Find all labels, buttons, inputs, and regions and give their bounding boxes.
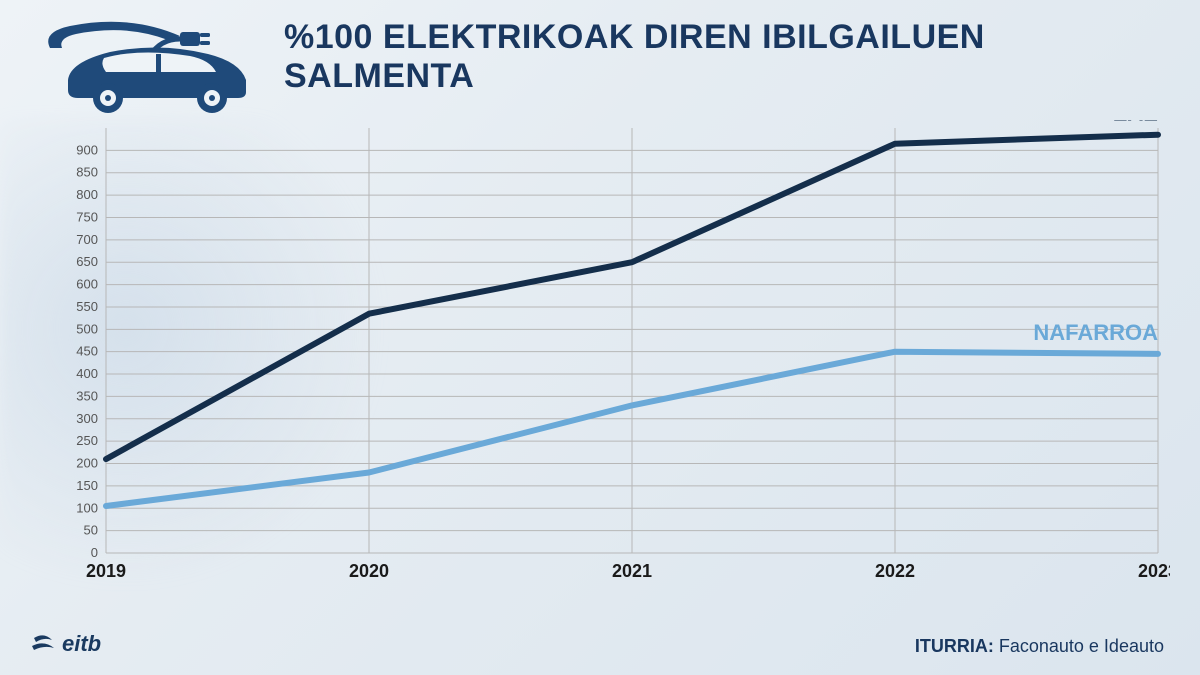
- brand-text: eitb: [62, 631, 101, 657]
- y-tick-label: 800: [76, 187, 98, 202]
- x-tick-label: 2022: [875, 561, 915, 581]
- y-tick-label: 100: [76, 500, 98, 515]
- x-tick-label: 2023: [1138, 561, 1170, 581]
- brand-logo: eitb: [30, 631, 101, 657]
- x-tick-label: 2019: [86, 561, 126, 581]
- chart-title: %100 ELEKTRIKOAK DIREN IBILGAILUEN SALME…: [284, 18, 985, 96]
- y-tick-label: 700: [76, 232, 98, 247]
- y-tick-label: 50: [84, 523, 98, 538]
- y-tick-label: 850: [76, 165, 98, 180]
- y-tick-label: 400: [76, 366, 98, 381]
- y-tick-label: 750: [76, 209, 98, 224]
- y-tick-label: 0: [91, 545, 98, 560]
- series-label-nafarroa: NAFARROA: [1033, 320, 1158, 345]
- y-tick-label: 650: [76, 254, 98, 269]
- series-label-eae: EAE: [1113, 120, 1158, 126]
- y-tick-label: 450: [76, 344, 98, 359]
- y-tick-label: 900: [76, 142, 98, 157]
- y-tick-label: 300: [76, 411, 98, 426]
- ev-car-icon: [40, 18, 260, 119]
- y-tick-label: 250: [76, 433, 98, 448]
- x-tick-label: 2020: [349, 561, 389, 581]
- footer: eitb ITURRIA: Faconauto e Ideauto: [30, 631, 1164, 657]
- y-tick-label: 200: [76, 456, 98, 471]
- y-tick-label: 350: [76, 388, 98, 403]
- title-line1: %100 ELEKTRIKOAK DIREN IBILGAILUEN: [284, 18, 985, 56]
- title-line2: SALMENTA: [284, 57, 474, 95]
- header: %100 ELEKTRIKOAK DIREN IBILGAILUEN SALME…: [40, 18, 1160, 119]
- x-tick-label: 2021: [612, 561, 652, 581]
- source-prefix: ITURRIA:: [915, 636, 994, 656]
- y-tick-label: 500: [76, 321, 98, 336]
- line-chart: 0 50 100 150 200 250 300 350 400 450 500 550 600 650 7…: [58, 120, 1170, 587]
- y-tick-label: 150: [76, 478, 98, 493]
- source-text: Faconauto e Ideauto: [999, 636, 1164, 656]
- source-attribution: ITURRIA: Faconauto e Ideauto: [915, 636, 1164, 657]
- eitb-icon: [30, 632, 56, 656]
- y-tick-label: 600: [76, 277, 98, 292]
- y-tick-label: 550: [76, 299, 98, 314]
